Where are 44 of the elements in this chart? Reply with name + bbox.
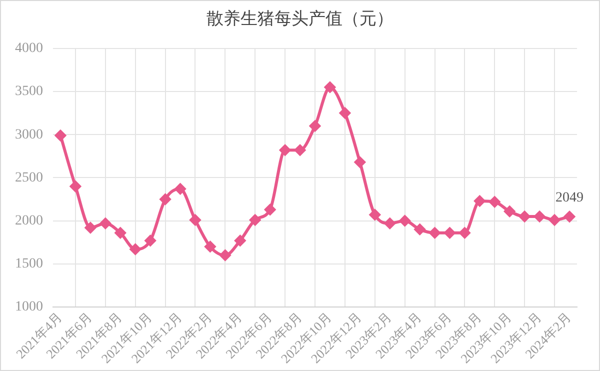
point	[399, 215, 410, 226]
point	[339, 108, 350, 119]
point	[489, 196, 500, 208]
chart-title: 散养生猪每头产值（元）	[206, 8, 394, 30]
point	[369, 209, 380, 220]
point	[549, 214, 560, 226]
y-tick-label: 2500	[15, 170, 43, 186]
y-tick-label: 3500	[15, 84, 43, 100]
point	[324, 82, 336, 93]
point	[474, 195, 486, 206]
point	[54, 130, 66, 141]
point	[534, 210, 546, 222]
point	[384, 218, 396, 229]
point	[114, 227, 126, 238]
point	[459, 227, 470, 238]
point	[354, 156, 366, 168]
point	[190, 214, 201, 226]
point	[84, 222, 96, 234]
point	[174, 183, 186, 194]
point	[280, 144, 291, 156]
point	[144, 235, 156, 246]
y-tick-label: 4000	[15, 41, 43, 56]
point	[429, 227, 440, 238]
point	[414, 224, 426, 235]
y-tick-label: 3000	[15, 127, 43, 142]
point	[204, 241, 216, 252]
data-label: 2049	[556, 190, 584, 206]
point	[564, 211, 576, 222]
point	[250, 214, 261, 226]
point	[310, 120, 320, 132]
y-tick-label: 1500	[15, 256, 43, 272]
point	[519, 210, 530, 222]
point	[264, 204, 276, 216]
point	[130, 244, 141, 255]
point	[70, 180, 81, 192]
y-tick-label: 1000	[15, 300, 43, 315]
y-tick-label: 2000	[15, 213, 43, 228]
point	[234, 235, 246, 246]
point	[220, 250, 231, 261]
point	[294, 144, 306, 156]
point	[100, 218, 111, 229]
point	[160, 194, 171, 205]
point	[444, 227, 456, 238]
point	[504, 206, 516, 217]
